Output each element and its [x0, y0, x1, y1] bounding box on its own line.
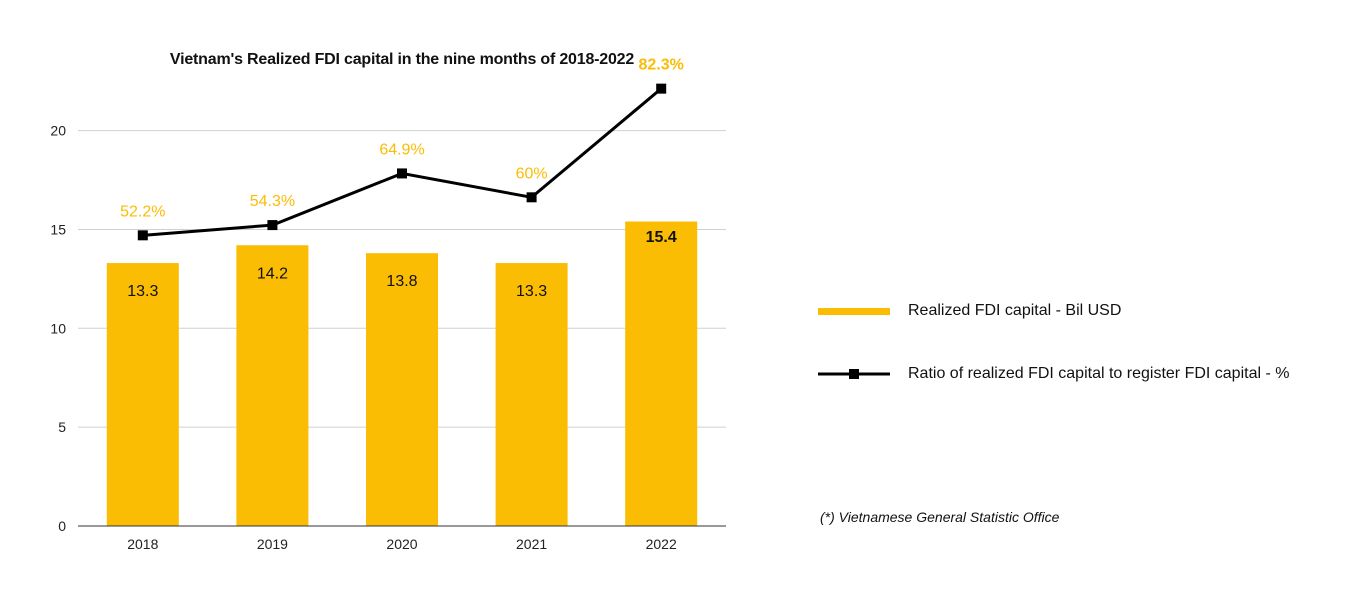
- bar: [366, 253, 438, 526]
- legend-item-bars: Realized FDI capital - Bil USD: [818, 302, 1121, 320]
- ratio-data-label: 60%: [516, 165, 548, 182]
- ratio-data-label: 52.2%: [120, 203, 165, 220]
- ratio-point-marker: [656, 83, 667, 94]
- x-tick-label: 2021: [516, 536, 547, 552]
- bar: [236, 245, 309, 526]
- ratio-data-label: 54.3%: [250, 193, 295, 210]
- ratio-line: [142, 87, 663, 237]
- bar-data-label: 13.3: [516, 283, 547, 300]
- x-tick-label: 2020: [386, 536, 417, 552]
- bar-data-label: 14.2: [257, 265, 288, 282]
- ratio-point-marker: [526, 192, 537, 203]
- bar-data-label: 13.3: [127, 283, 158, 300]
- x-tick-label: 2018: [127, 536, 158, 552]
- bar-data-label: 13.8: [386, 273, 417, 290]
- y-tick-label: 0: [58, 518, 66, 534]
- ratio-data-label: 64.9%: [379, 141, 424, 158]
- legend-label-bars: Realized FDI capital - Bil USD: [908, 302, 1122, 319]
- legend-item-line: Ratio of realized FDI capital to registe…: [818, 364, 1289, 384]
- legend-bar-swatch-icon: [818, 307, 890, 315]
- legend-label-line: Ratio of realized FDI capital to registe…: [908, 365, 1290, 382]
- bar: [106, 263, 179, 526]
- y-tick-label: 5: [58, 419, 66, 435]
- ratio-data-label: 82.3%: [639, 57, 684, 74]
- x-tick-label: 2022: [646, 536, 677, 552]
- bar: [625, 221, 698, 526]
- y-tick-label: 15: [50, 221, 66, 237]
- bar-data-label: 15.4: [646, 229, 677, 246]
- x-tick-label: 2019: [257, 536, 288, 552]
- ratio-point-marker: [397, 168, 407, 179]
- chart-title: Vietnam's Realized FDI capital in the ni…: [169, 51, 635, 68]
- bar: [495, 263, 568, 526]
- source-note: (*) Vietnamese General Statistic Office: [820, 509, 1060, 525]
- y-tick-label: 20: [50, 123, 66, 139]
- ratio-point-marker: [267, 220, 278, 231]
- legend-line-swatch-icon: [818, 369, 890, 379]
- y-tick-label: 10: [50, 320, 66, 336]
- ratio-point-marker: [137, 230, 148, 241]
